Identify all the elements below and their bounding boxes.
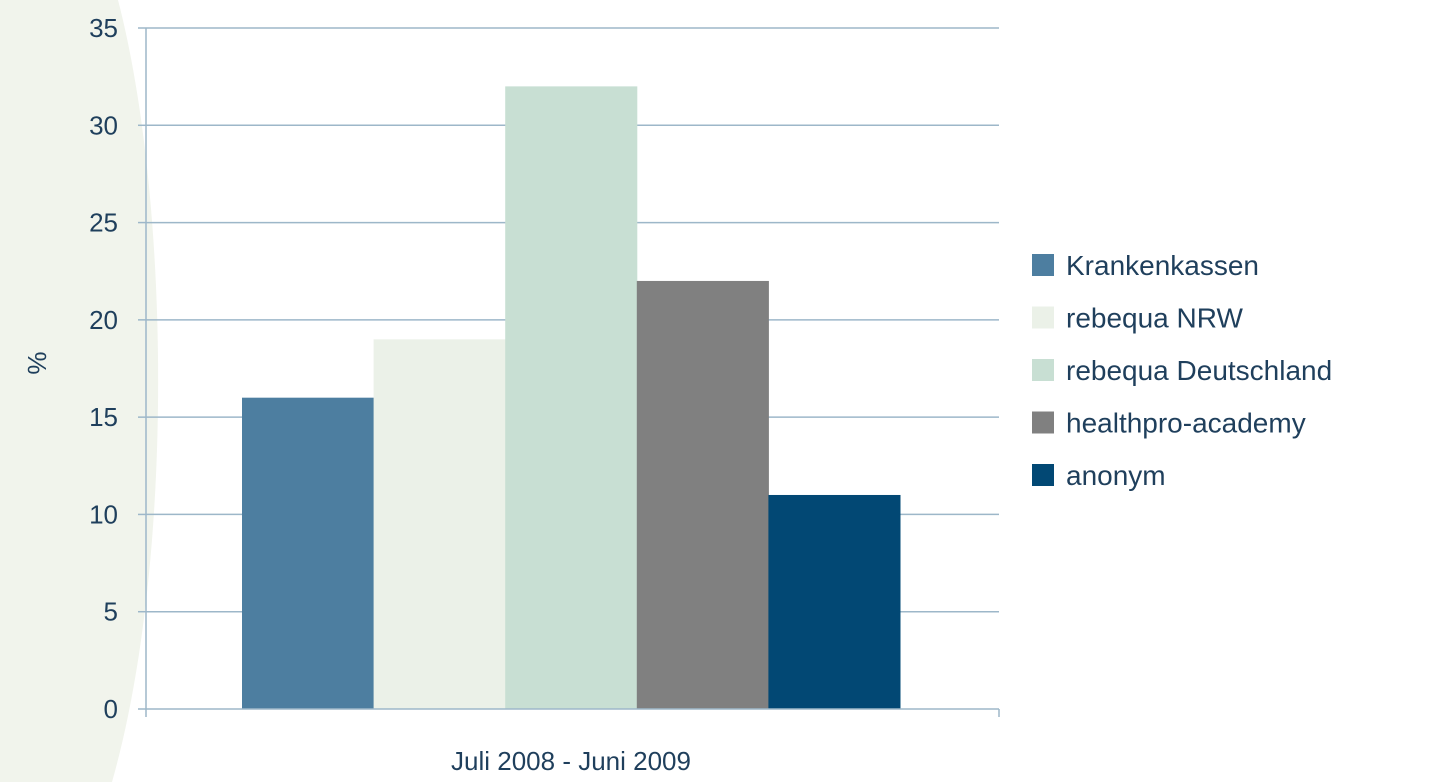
bar-rebequa-deutschland [505, 86, 638, 709]
y-tick-labels: 0 5 10 15 20 25 30 35 [89, 13, 118, 724]
bars [242, 86, 901, 709]
legend-item: Krankenkassen [1032, 250, 1259, 281]
legend-swatch [1032, 464, 1054, 486]
y-tick-label: 0 [104, 694, 118, 724]
y-tick-label: 30 [89, 110, 118, 140]
legend-label: anonym [1066, 460, 1166, 491]
legend-item: healthpro-academy [1032, 408, 1306, 439]
y-tick-label: 35 [89, 13, 118, 43]
bar-anonym [768, 494, 901, 709]
legend-label: rebequa Deutschland [1066, 355, 1332, 386]
y-tick-label: 10 [89, 499, 118, 529]
legend-swatch [1032, 359, 1054, 381]
bar-healthpro-academy [636, 280, 769, 709]
legend-item: rebequa Deutschland [1032, 355, 1332, 386]
bar-rebequa-nrw [373, 339, 506, 709]
legend-label: Krankenkassen [1066, 250, 1259, 281]
y-tick-label: 5 [104, 597, 118, 627]
legend-item: rebequa NRW [1032, 303, 1243, 334]
legend: Krankenkassen rebequa NRW rebequa Deutschl… [1032, 250, 1332, 491]
bar-krankenkassen [242, 397, 375, 709]
legend-swatch [1032, 254, 1054, 276]
y-tick-label: 15 [89, 402, 118, 432]
y-tick-label: 25 [89, 208, 118, 238]
legend-label: healthpro-academy [1066, 408, 1306, 439]
x-category-label: Juli 2008 - Juni 2009 [451, 746, 691, 776]
legend-swatch [1032, 306, 1054, 329]
y-tick-label: 20 [89, 305, 118, 335]
legend-swatch [1032, 411, 1054, 434]
y-axis-label: % [22, 351, 52, 374]
legend-label: rebequa NRW [1066, 303, 1243, 334]
legend-item: anonym [1032, 460, 1166, 491]
axes [145, 28, 1000, 717]
